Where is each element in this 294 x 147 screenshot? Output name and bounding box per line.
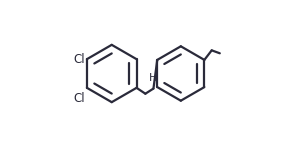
Text: H: H xyxy=(149,73,158,83)
Text: Cl: Cl xyxy=(74,53,85,66)
Text: Cl: Cl xyxy=(74,92,86,105)
